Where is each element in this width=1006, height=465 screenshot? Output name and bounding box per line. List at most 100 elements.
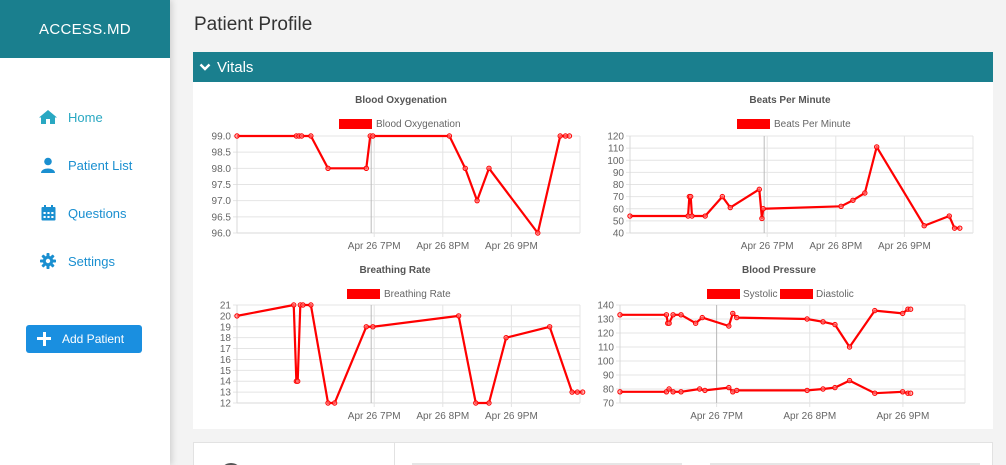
sidebar: ACCESS.MD Home Patient List Questions Se…: [0, 0, 170, 465]
data-point[interactable]: [946, 213, 952, 219]
data-point[interactable]: [727, 204, 733, 211]
data-point[interactable]: [670, 312, 676, 318]
data-point[interactable]: [234, 313, 240, 319]
data-point[interactable]: [907, 306, 914, 312]
data-point[interactable]: [760, 206, 766, 212]
data-point[interactable]: [663, 312, 670, 318]
data-point[interactable]: [957, 225, 963, 231]
data-point[interactable]: [702, 213, 708, 219]
vitals-section-header[interactable]: Vitals: [193, 52, 993, 82]
data-point[interactable]: [850, 197, 856, 203]
data-point[interactable]: [678, 389, 684, 395]
data-point[interactable]: [872, 390, 878, 396]
data-point[interactable]: [331, 400, 338, 406]
data-point[interactable]: [503, 334, 509, 341]
y-tick-label: 100: [607, 156, 624, 167]
data-point[interactable]: [617, 389, 623, 395]
data-point[interactable]: [951, 225, 958, 231]
data-point[interactable]: [455, 313, 462, 319]
data-point[interactable]: [569, 389, 575, 395]
data-point[interactable]: [670, 389, 676, 395]
legend-swatch: [339, 119, 372, 129]
vitals-charts-panel: [193, 82, 993, 429]
chart-title: Blood Oxygenation: [355, 95, 447, 106]
data-point[interactable]: [872, 307, 878, 314]
data-point[interactable]: [557, 133, 563, 139]
data-point[interactable]: [726, 323, 732, 329]
data-point[interactable]: [719, 193, 726, 200]
data-point[interactable]: [820, 386, 826, 392]
data-point[interactable]: [325, 400, 331, 406]
data-point[interactable]: [730, 310, 736, 317]
data-point[interactable]: [726, 384, 732, 391]
data-point[interactable]: [325, 165, 331, 172]
chart-beats-per-minute: Beats Per Minute Beats Per Minute 120110…: [607, 95, 974, 252]
data-point[interactable]: [234, 133, 240, 139]
x-tick-label: Apr 26 9PM: [485, 411, 538, 422]
data-point[interactable]: [474, 197, 480, 204]
data-point[interactable]: [756, 186, 762, 193]
data-point[interactable]: [462, 165, 468, 172]
data-point[interactable]: [702, 387, 708, 394]
data-point[interactable]: [370, 324, 376, 330]
data-point[interactable]: [734, 387, 740, 394]
data-point[interactable]: [832, 384, 838, 391]
sidebar-item-home[interactable]: Home: [0, 102, 170, 132]
data-point[interactable]: [666, 386, 672, 392]
y-tick-label: 110: [598, 343, 614, 354]
data-point[interactable]: [804, 316, 810, 322]
data-point[interactable]: [832, 321, 838, 328]
data-point[interactable]: [692, 320, 699, 326]
sidebar-item-patient-list[interactable]: Patient List: [0, 150, 170, 180]
data-point[interactable]: [921, 223, 927, 229]
data-point[interactable]: [678, 312, 684, 318]
divider: [394, 443, 395, 465]
brand-logo[interactable]: ACCESS.MD: [0, 0, 170, 58]
data-point[interactable]: [687, 193, 694, 200]
data-point[interactable]: [696, 386, 703, 392]
data-point[interactable]: [734, 314, 740, 321]
data-point[interactable]: [899, 310, 906, 317]
sidebar-item-settings[interactable]: Settings: [0, 246, 170, 276]
data-point[interactable]: [473, 400, 479, 406]
data-point[interactable]: [535, 230, 541, 236]
data-point[interactable]: [862, 190, 868, 196]
data-point[interactable]: [546, 324, 553, 330]
y-tick-label: 96.0: [212, 229, 232, 240]
data-point[interactable]: [308, 302, 314, 308]
data-point[interactable]: [820, 319, 826, 325]
data-point[interactable]: [846, 344, 853, 350]
data-point[interactable]: [298, 133, 305, 139]
data-point[interactable]: [899, 389, 906, 395]
data-point[interactable]: [627, 213, 633, 219]
data-point[interactable]: [689, 213, 695, 219]
data-point[interactable]: [907, 390, 914, 396]
data-point[interactable]: [838, 203, 844, 210]
sidebar-item-questions[interactable]: Questions: [0, 198, 170, 228]
data-point[interactable]: [300, 302, 306, 308]
data-point[interactable]: [666, 320, 672, 326]
y-tick-label: 20: [220, 311, 232, 322]
data-point[interactable]: [486, 400, 492, 406]
add-patient-button[interactable]: Add Patient: [26, 325, 142, 353]
sidebar-item-label: Settings: [68, 253, 115, 269]
data-point[interactable]: [699, 314, 705, 321]
data-point[interactable]: [617, 312, 623, 318]
data-point[interactable]: [308, 133, 314, 139]
y-tick-label: 40: [613, 229, 625, 240]
data-point[interactable]: [486, 165, 492, 172]
data-point[interactable]: [363, 165, 369, 172]
data-point[interactable]: [579, 389, 586, 395]
y-tick-label: 100: [597, 357, 614, 368]
data-point[interactable]: [363, 324, 369, 330]
data-point[interactable]: [291, 302, 297, 308]
data-point[interactable]: [566, 133, 573, 139]
data-point[interactable]: [294, 378, 301, 384]
data-point[interactable]: [759, 215, 765, 222]
data-point[interactable]: [370, 133, 376, 139]
data-point[interactable]: [873, 144, 880, 150]
data-point[interactable]: [846, 377, 853, 384]
data-point[interactable]: [446, 133, 453, 139]
data-point[interactable]: [574, 389, 581, 395]
data-point[interactable]: [804, 387, 810, 394]
